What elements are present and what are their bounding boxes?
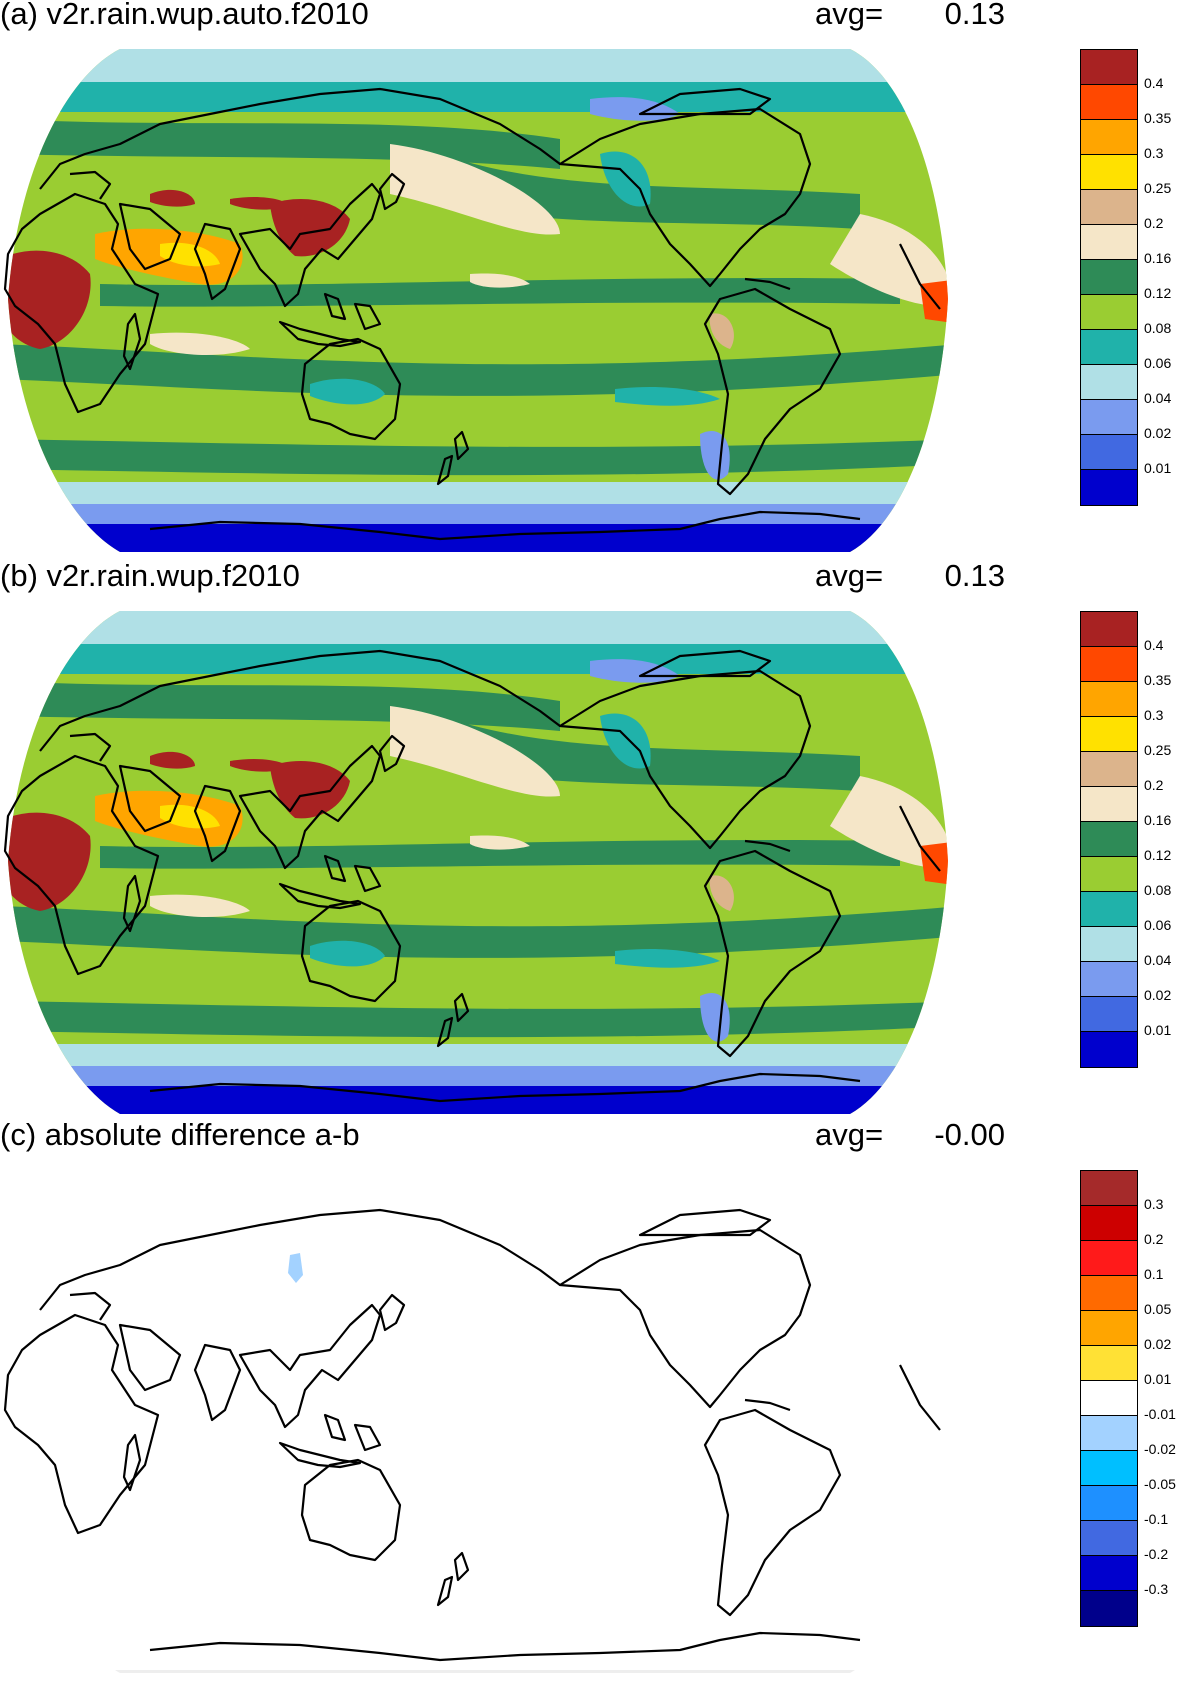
colorbar-swatch [1081, 822, 1137, 857]
panel-a: (a) v2r.rain.wup.auto.f2010 avg= 0.13 0.… [0, 0, 1193, 555]
panel-b-avg-value: 0.13 [944, 558, 1005, 593]
colorbar-label: 0.12 [1144, 285, 1172, 301]
panel-c: (c) absolute difference a-b avg= -0.00 0… [0, 1117, 1193, 1676]
colorbar-label: 0.01 [1144, 1371, 1172, 1387]
colorbar-swatch [1081, 857, 1137, 892]
colorbar-swatch [1081, 190, 1137, 225]
colorbar-label: -0.3 [1144, 1581, 1169, 1597]
colorbar-swatch [1081, 1346, 1137, 1381]
colorbar-label: 0.02 [1144, 425, 1172, 441]
colorbar-swatch [1081, 1241, 1137, 1276]
colorbar-swatch [1081, 1556, 1137, 1591]
colorbar-swatch [1081, 752, 1137, 787]
colorbar-label: 0.02 [1144, 987, 1172, 1003]
panel-a-avg-value: 0.13 [944, 0, 1005, 31]
colorbar-swatch [1081, 1276, 1137, 1311]
colorbar-label: 0.06 [1144, 917, 1172, 933]
colorbar-label: 0.16 [1144, 812, 1172, 828]
colorbar-label: 0.1 [1144, 1266, 1164, 1282]
colorbar-label: 0.16 [1144, 250, 1172, 266]
colorbar-swatch [1081, 892, 1137, 927]
colorbar-swatch [1081, 927, 1137, 962]
colorbar-swatch [1081, 50, 1137, 85]
colorbar-swatch [1081, 1311, 1137, 1346]
colorbar-label: 0.01 [1144, 460, 1172, 476]
colorbar-swatch [1081, 225, 1137, 260]
colorbar-swatch [1081, 1381, 1137, 1416]
colorbar-swatch [1081, 1416, 1137, 1451]
panel-a-avg-label: avg= [815, 0, 884, 31]
panel-c-map [0, 1165, 1010, 1675]
colorbar-label: 0.01 [1144, 1022, 1172, 1038]
colorbar-label: 0.08 [1144, 320, 1172, 336]
colorbar-label: 0.4 [1144, 75, 1164, 91]
colorbar-swatch [1081, 997, 1137, 1032]
colorbar-swatch [1081, 1451, 1137, 1486]
colorbar-swatch [1081, 330, 1137, 365]
colorbar-swatch [1081, 155, 1137, 190]
colorbar-label: 0.35 [1144, 672, 1172, 688]
colorbar-label: 0.08 [1144, 882, 1172, 898]
colorbar-label: -0.2 [1144, 1546, 1169, 1562]
colorbar-label: 0.06 [1144, 355, 1172, 371]
panel-c-avg-value: -0.00 [934, 1117, 1005, 1152]
colorbar-label: -0.01 [1144, 1406, 1176, 1422]
colorbar-swatch [1081, 85, 1137, 120]
colorbar-label: 0.05 [1144, 1301, 1172, 1317]
panel-b-colorbar [1080, 611, 1138, 1068]
panel-c-colorbar [1080, 1170, 1138, 1627]
colorbar-swatch [1081, 435, 1137, 470]
panel-c-title: (c) absolute difference a-b [0, 1117, 360, 1152]
colorbar-swatch [1081, 787, 1137, 822]
colorbar-swatch [1081, 1591, 1137, 1626]
panel-c-avg-label: avg= [815, 1117, 884, 1152]
colorbar-swatch [1081, 682, 1137, 717]
panel-b-avg-label: avg= [815, 558, 884, 593]
panel-b-map [0, 606, 1010, 1116]
colorbar-label: 0.25 [1144, 742, 1172, 758]
colorbar-swatch [1081, 260, 1137, 295]
colorbar-label: 0.04 [1144, 390, 1172, 406]
difference-patch [288, 1253, 303, 1283]
colorbar-swatch [1081, 717, 1137, 752]
colorbar-label: 0.3 [1144, 1196, 1164, 1212]
colorbar-swatch [1081, 1486, 1137, 1521]
colorbar-swatch [1081, 647, 1137, 682]
colorbar-swatch [1081, 295, 1137, 330]
colorbar-label: 0.3 [1144, 145, 1164, 161]
colorbar-swatch [1081, 612, 1137, 647]
colorbar-swatch [1081, 1206, 1137, 1241]
colorbar-label: 0.4 [1144, 637, 1164, 653]
panel-a-colorbar [1080, 49, 1138, 506]
colorbar-label: 0.2 [1144, 777, 1164, 793]
colorbar-swatch [1081, 1171, 1137, 1206]
panel-b: (b) v2r.rain.wup.f2010 avg= 0.13 0.4 0.35… [0, 558, 1193, 1117]
colorbar-swatch [1081, 365, 1137, 400]
colorbar-label: -0.1 [1144, 1511, 1169, 1527]
colorbar-label: 0.2 [1144, 1231, 1164, 1247]
colorbar-label: 0.2 [1144, 215, 1164, 231]
colorbar-swatch [1081, 962, 1137, 997]
colorbar-label: -0.05 [1144, 1476, 1176, 1492]
colorbar-label: 0.25 [1144, 180, 1172, 196]
colorbar-label: 0.35 [1144, 110, 1172, 126]
panel-b-title: (b) v2r.rain.wup.f2010 [0, 558, 300, 593]
colorbar-label: 0.3 [1144, 707, 1164, 723]
colorbar-label: 0.04 [1144, 952, 1172, 968]
colorbar-swatch [1081, 120, 1137, 155]
colorbar-label: 0.12 [1144, 847, 1172, 863]
colorbar-swatch [1081, 400, 1137, 435]
panel-a-map [0, 44, 1010, 554]
colorbar-label: 0.02 [1144, 1336, 1172, 1352]
colorbar-swatch [1081, 470, 1137, 505]
panel-a-title: (a) v2r.rain.wup.auto.f2010 [0, 0, 369, 31]
colorbar-swatch [1081, 1521, 1137, 1556]
colorbar-label: -0.02 [1144, 1441, 1176, 1457]
colorbar-swatch [1081, 1032, 1137, 1067]
